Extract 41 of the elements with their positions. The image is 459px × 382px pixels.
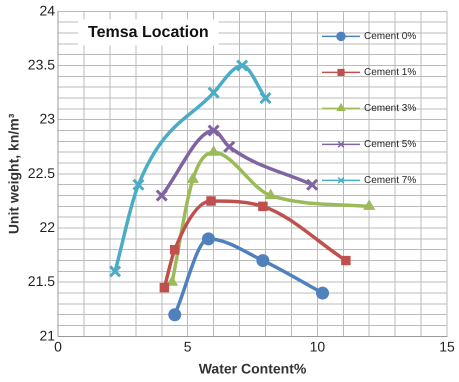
legend-label: Cement 5% [364,139,416,150]
x-tick-label: 10 [310,338,326,355]
y-tick-label: 21.5 [28,273,56,290]
point [207,124,220,138]
point [306,178,319,192]
point [207,86,220,100]
point [364,200,375,210]
y-tick-label: 21 [39,327,56,344]
text: Temsa Location [88,24,209,41]
point [155,189,168,202]
point [170,244,180,254]
point [206,196,216,206]
legend-label: Cement 7% [364,175,416,186]
x-tick-label: 5 [184,338,192,355]
point [168,308,182,322]
point [160,282,170,292]
x-axis-title: Water Content% [198,360,307,376]
y-tick-label: 22 [39,218,56,235]
x-tick-label: 15 [439,338,455,355]
point [202,232,215,246]
legend-label: Cement 3% [364,103,416,114]
point [341,256,351,266]
point [187,172,199,183]
point [236,59,249,72]
y-axis-title: Unit weight, kn/m³ [5,113,22,234]
point [264,189,276,200]
y-tick-label: 22.5 [28,164,56,181]
point [208,146,220,156]
point [256,254,270,268]
point [108,264,122,278]
point [259,92,272,105]
point [258,202,268,212]
y-tick-label: 24 [39,2,56,18]
legend-label: Cement 0% [364,31,416,42]
legend-label: Cement 1% [364,67,416,78]
y-tick-label: 23 [39,110,56,127]
point [316,286,330,300]
point [222,140,236,154]
y-tick-label: 23.5 [28,56,56,72]
point [132,178,145,192]
x-tick-label: 0 [54,338,62,355]
